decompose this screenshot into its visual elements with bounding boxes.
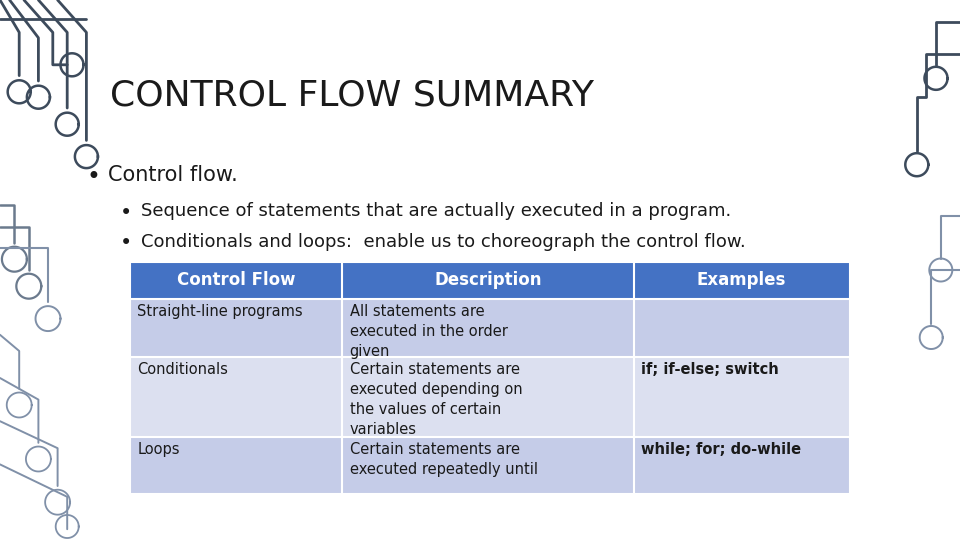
Text: •: • xyxy=(120,233,132,253)
Text: Control flow.: Control flow. xyxy=(108,165,237,185)
Text: •: • xyxy=(120,202,132,222)
Text: Conditionals and loops:  enable us to choreograph the control flow.: Conditionals and loops: enable us to cho… xyxy=(141,233,746,251)
Bar xyxy=(342,437,634,494)
Bar xyxy=(130,357,342,437)
Text: Sequence of statements that are actually executed in a program.: Sequence of statements that are actually… xyxy=(141,202,732,220)
Bar xyxy=(342,262,634,299)
Text: Conditionals: Conditionals xyxy=(137,362,228,377)
Text: Description: Description xyxy=(434,271,541,289)
Bar xyxy=(130,437,342,494)
Bar xyxy=(342,299,634,357)
Text: Certain statements are
executed repeatedly until: Certain statements are executed repeated… xyxy=(349,442,538,477)
Bar xyxy=(634,299,850,357)
Bar xyxy=(130,299,342,357)
Bar xyxy=(634,357,850,437)
Text: while; for; do-while: while; for; do-while xyxy=(641,442,802,457)
Bar xyxy=(634,262,850,299)
Bar xyxy=(130,262,342,299)
Text: Straight-line programs: Straight-line programs xyxy=(137,304,303,319)
Text: All statements are
executed in the order
given: All statements are executed in the order… xyxy=(349,304,508,359)
Text: Loops: Loops xyxy=(137,442,180,457)
Text: Certain statements are
executed depending on
the values of certain
variables: Certain statements are executed dependin… xyxy=(349,362,522,437)
Bar xyxy=(342,357,634,437)
Text: Control Flow: Control Flow xyxy=(177,271,295,289)
Text: •: • xyxy=(86,165,100,188)
Text: CONTROL FLOW SUMMARY: CONTROL FLOW SUMMARY xyxy=(110,78,594,112)
Bar xyxy=(634,437,850,494)
Text: Examples: Examples xyxy=(697,271,786,289)
Text: if; if-else; switch: if; if-else; switch xyxy=(641,362,779,377)
